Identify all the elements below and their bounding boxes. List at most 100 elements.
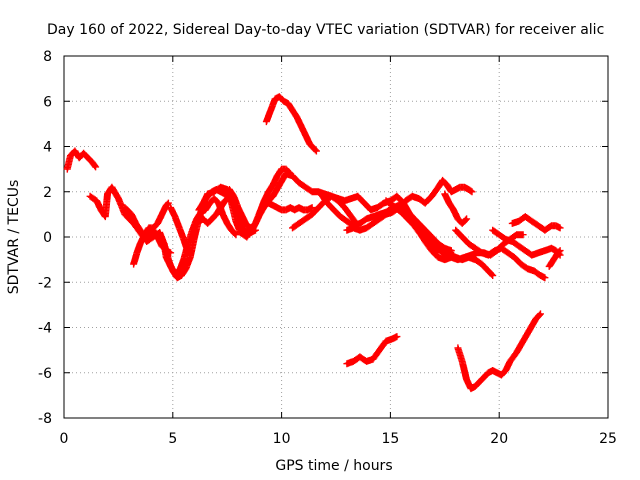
data-point: [506, 251, 510, 255]
data-point: [202, 217, 205, 221]
data-point: [169, 206, 172, 209]
data-point: [424, 229, 427, 232]
data-point: [91, 161, 94, 164]
data-point: [358, 222, 362, 225]
data-point: [443, 192, 446, 196]
data-point: [82, 152, 85, 155]
data-point: [110, 186, 114, 189]
data-point: [504, 238, 507, 241]
data-point: [278, 183, 281, 187]
data-point: [456, 217, 460, 221]
data-point: [504, 369, 507, 372]
data-point: [463, 186, 466, 189]
data-point: [345, 229, 349, 232]
data-point: [450, 190, 453, 193]
data-point: [206, 222, 209, 225]
y-tick-label: 4: [43, 140, 52, 156]
data-point: [495, 371, 499, 374]
data-point: [384, 213, 388, 216]
data-point: [447, 201, 451, 205]
data-point: [417, 197, 420, 200]
data-point: [454, 229, 457, 232]
data-point: [208, 201, 211, 205]
data-point: [197, 208, 201, 212]
data-point: [530, 219, 534, 223]
data-point: [317, 206, 320, 209]
data-point: [236, 206, 240, 209]
data-point: [173, 272, 177, 275]
data-point: [404, 199, 407, 202]
data-point: [280, 167, 283, 171]
data-point: [454, 188, 457, 191]
data-series: [63, 93, 564, 393]
series-arc-early: [63, 147, 100, 173]
data-point: [295, 115, 299, 119]
data-point: [543, 249, 547, 252]
data-point: [470, 190, 474, 193]
data-point: [182, 238, 185, 241]
data-point: [123, 213, 127, 216]
data-point: [178, 269, 181, 273]
data-point: [521, 339, 525, 343]
series-arc-q: [489, 226, 564, 259]
data-point: [424, 201, 427, 205]
data-point: [517, 219, 520, 223]
data-point: [480, 262, 483, 266]
data-point: [441, 179, 444, 182]
data-point: [521, 233, 525, 236]
series-arc-i: [262, 93, 320, 155]
series-arc-e: [160, 195, 240, 277]
series-arc-p: [452, 226, 549, 282]
data-point: [469, 387, 473, 390]
data-point: [271, 204, 275, 207]
data-point: [94, 165, 97, 169]
data-point: [291, 226, 294, 230]
data-point: [365, 226, 368, 230]
data-point: [308, 143, 312, 146]
data-point: [534, 317, 538, 320]
data-point: [66, 167, 69, 171]
data-point: [432, 247, 436, 250]
data-point: [384, 339, 388, 343]
data-point: [156, 222, 159, 225]
data-point: [502, 242, 505, 245]
data-point: [267, 190, 270, 193]
data-point: [543, 229, 547, 232]
series-arc-t: [343, 333, 401, 368]
data-point: [304, 186, 307, 189]
data-point: [206, 195, 209, 198]
data-point: [145, 240, 148, 243]
data-point: [152, 226, 155, 230]
data-point: [528, 328, 531, 331]
data-point: [265, 120, 268, 123]
data-point: [310, 190, 314, 193]
data-point: [474, 385, 477, 388]
data-point: [491, 274, 494, 277]
data-point: [167, 201, 170, 205]
data-point: [452, 208, 455, 212]
data-point: [199, 210, 203, 214]
series-arc-f: [191, 192, 259, 236]
data-point: [197, 219, 201, 223]
data-point: [226, 222, 229, 225]
data-point: [212, 197, 216, 200]
data-point: [369, 208, 373, 212]
data-point: [345, 219, 349, 223]
data-point: [439, 249, 442, 252]
data-point: [284, 167, 288, 171]
data-point: [175, 276, 179, 279]
data-point: [400, 210, 403, 214]
data-point: [365, 217, 368, 221]
data-point: [106, 192, 109, 196]
data-point: [117, 197, 120, 200]
data-point: [513, 256, 516, 259]
data-point: [228, 188, 231, 191]
data-point: [469, 253, 473, 257]
data-point: [169, 251, 172, 255]
data-point: [215, 213, 218, 216]
data-point: [537, 251, 540, 255]
data-point: [384, 199, 388, 202]
data-point: [304, 217, 307, 221]
